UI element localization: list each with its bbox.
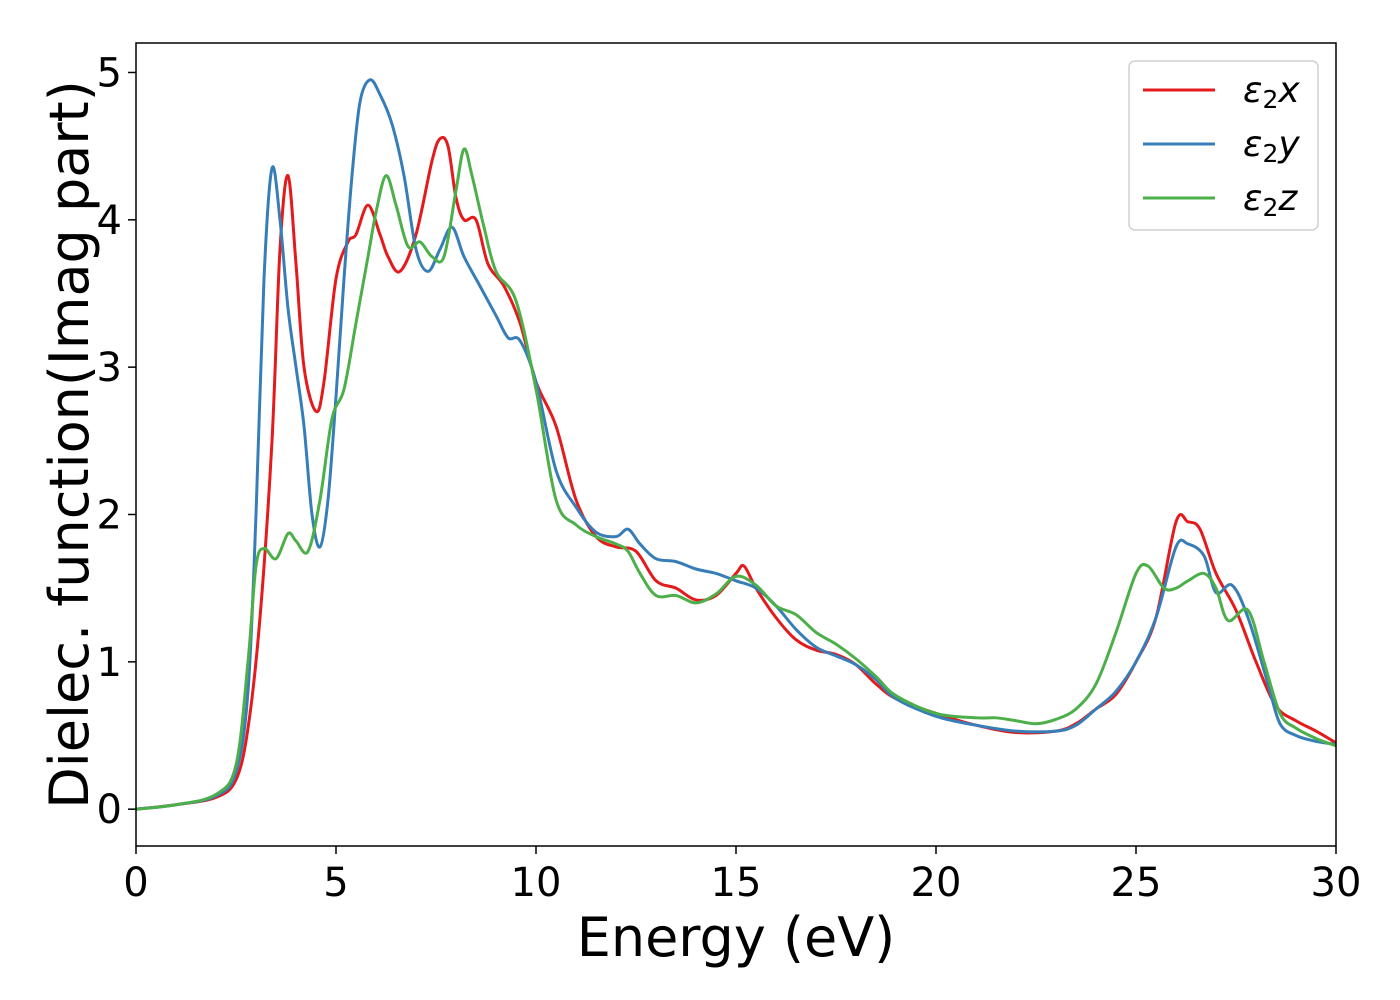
x-axis: 0 5 10 15 20 25 30 bbox=[123, 846, 1361, 906]
series-line-x bbox=[136, 135, 1336, 811]
y-tick-label: 1 bbox=[97, 640, 122, 686]
x-tick-label: 30 bbox=[1311, 860, 1362, 906]
legend-label: ε2z bbox=[1243, 178, 1298, 222]
x-tick-label: 25 bbox=[1111, 860, 1162, 906]
legend-label: ε2x bbox=[1243, 70, 1300, 114]
legend-box bbox=[1128, 60, 1319, 231]
y-tick-label: 0 bbox=[97, 787, 122, 833]
x-tick-label: 15 bbox=[711, 860, 762, 906]
y-axis: 0 1 2 3 4 5 bbox=[97, 50, 136, 833]
y-tick-label: 2 bbox=[97, 492, 122, 538]
y-tick-label: 4 bbox=[97, 198, 122, 244]
series-line-y bbox=[136, 78, 1336, 811]
y-tick-label: 3 bbox=[97, 345, 122, 391]
legend-label: ε2y bbox=[1243, 124, 1300, 168]
series-layer bbox=[136, 78, 1336, 811]
x-tick-label: 5 bbox=[323, 860, 348, 906]
series-line-z bbox=[136, 147, 1336, 811]
y-tick-label: 5 bbox=[97, 50, 122, 96]
x-axis-title: Energy (eV) bbox=[577, 906, 896, 969]
legend: ε2x ε2y ε2z bbox=[1128, 60, 1319, 231]
y-axis-title: Dielec. function(Imag part) bbox=[38, 80, 101, 809]
x-tick-label: 0 bbox=[123, 860, 148, 906]
x-tick-label: 10 bbox=[511, 860, 562, 906]
x-tick-label: 20 bbox=[911, 860, 962, 906]
